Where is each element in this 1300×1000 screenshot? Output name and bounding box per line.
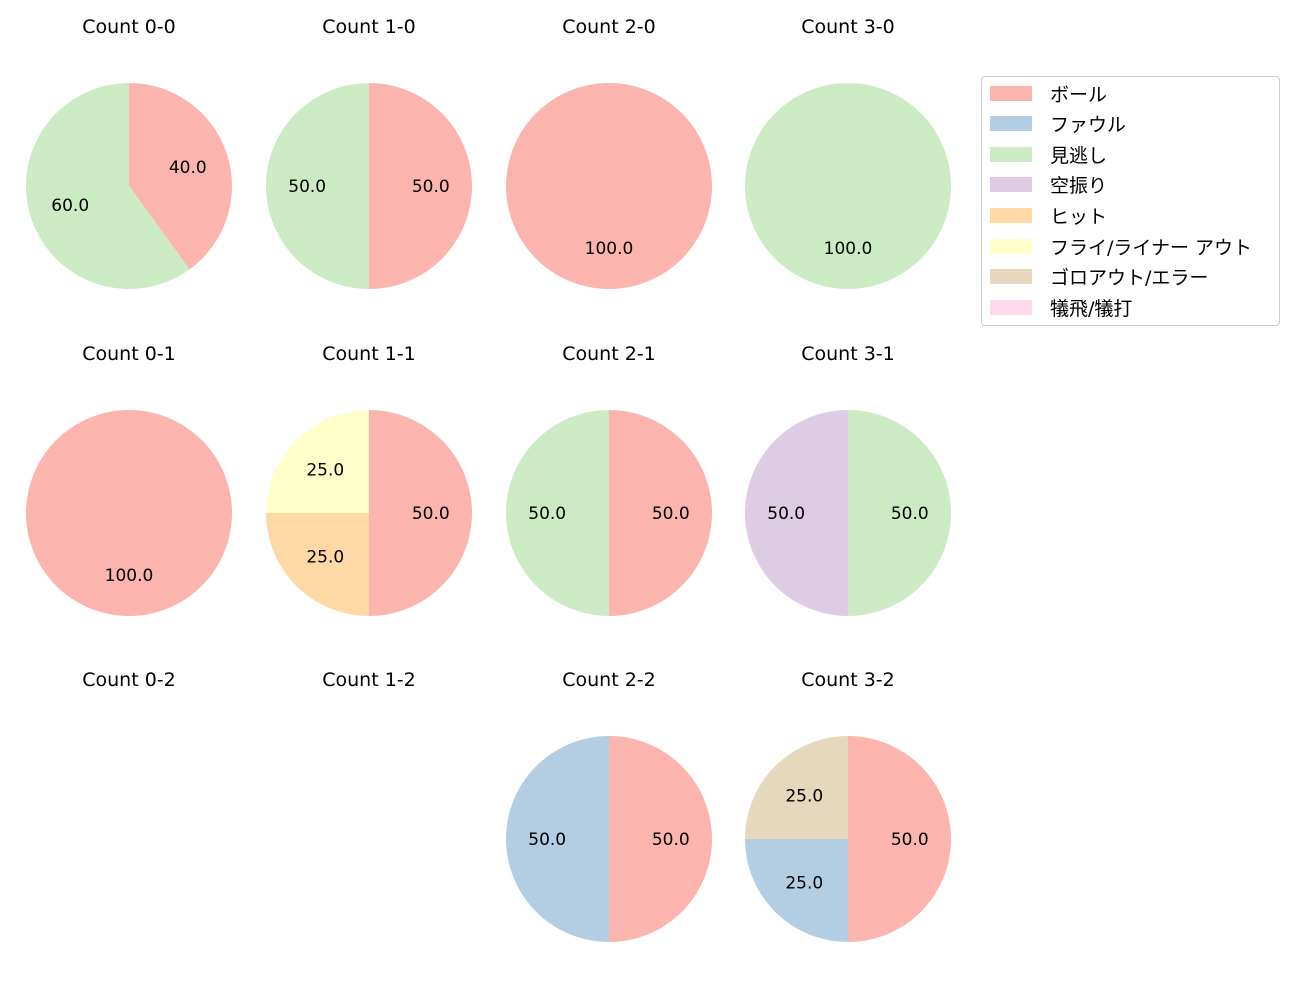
pie-slice-label: 50.0 (412, 504, 450, 524)
pie-slice (506, 410, 609, 616)
pie-slice-label: 50.0 (288, 177, 326, 197)
legend-item: 空振り (990, 173, 1107, 197)
pie-slice-label: 100.0 (105, 566, 154, 586)
pie-slice (506, 736, 609, 942)
pie-title: Count 3-0 (801, 16, 895, 38)
pie-slice (266, 410, 369, 513)
pie-chart: Count 3-2 50.0 25.0 25.0 (728, 653, 968, 979)
pie-title: Count 0-0 (82, 16, 176, 38)
legend-label: フライ/ライナー アウト (1050, 236, 1253, 259)
pie-slice-label: 60.0 (51, 196, 89, 216)
pie-slice (266, 513, 369, 616)
legend-swatch (990, 207, 1032, 223)
pie-chart: Count 0-2 (9, 653, 249, 979)
pie-title: Count 1-2 (322, 669, 416, 691)
pie-slice (609, 410, 712, 616)
legend-label: 空振り (1050, 175, 1108, 198)
legend-label: ゴロアウト/エラー (1050, 267, 1209, 290)
pie-chart: Count 3-0 100.0 (728, 0, 968, 326)
pie-slice-label: 50.0 (412, 177, 450, 197)
legend-swatch (990, 177, 1032, 193)
pie-slice-label: 50.0 (891, 830, 929, 850)
legend: ボールファウル見逃し空振りヒットフライ/ライナー アウト ゴロアウト/エラー 犠飛/… (981, 76, 1280, 326)
pie-slice (848, 736, 951, 942)
pie-slice (506, 83, 712, 289)
pie-title: Count 2-2 (562, 669, 656, 691)
legend-label: ファウル (1050, 114, 1127, 137)
legend-swatch (990, 238, 1032, 254)
pie-slice (266, 83, 369, 289)
legend-swatch (990, 269, 1032, 285)
legend-swatch (990, 299, 1032, 315)
pie-title: Count 3-1 (801, 343, 895, 365)
legend-label: ヒット (1050, 205, 1108, 228)
pie-slice (745, 736, 848, 839)
legend-label: 犠飛/犠打 (1050, 297, 1133, 320)
pie-slice-label: 25.0 (306, 548, 344, 568)
pie-slice (609, 736, 712, 942)
pie-slice (745, 839, 848, 942)
pie-title: Count 2-0 (562, 16, 656, 38)
pie-slice (25, 83, 190, 289)
legend-swatch (990, 146, 1032, 162)
pie-title: Count 2-1 (562, 343, 656, 365)
pie-slice-label: 40.0 (169, 158, 207, 178)
pie-slice-label: 100.0 (824, 239, 873, 259)
pie-chart: Count 0-0 40.0 60.0 (9, 0, 249, 326)
pie-slice-label: 25.0 (785, 786, 823, 806)
pie-title: Count 3-2 (801, 669, 895, 691)
pie-chart: Count 2-0 100.0 (489, 0, 729, 326)
legend-item: 犠飛/犠打 (990, 295, 1133, 320)
pie-slice (26, 410, 232, 616)
pie-slice (848, 410, 951, 616)
pie-slice-label: 50.0 (652, 830, 690, 850)
legend-item: フライ/ライナー アウト (990, 234, 1253, 259)
pie-slice (129, 83, 232, 270)
pie-chart: Count 0-1 100.0 (9, 327, 249, 653)
pie-slice-label: 50.0 (767, 504, 805, 524)
pie-slice (369, 83, 472, 289)
pie-chart: Count 2-2 50.0 50.0 (489, 653, 729, 979)
pie-slice (745, 410, 848, 616)
pie-slice-label: 50.0 (891, 504, 929, 524)
legend-swatch (990, 116, 1032, 132)
legend-item: 見逃し (990, 142, 1108, 167)
pie-chart: Count 3-1 50.0 50.0 (728, 327, 968, 653)
pie-slice-label: 50.0 (528, 830, 566, 850)
pie-chart: Count 1-0 50.0 50.0 (249, 0, 489, 326)
legend-label: ボール (1050, 83, 1108, 106)
pie-chart: Count 1-1 50.0 25.0 25.0 (249, 327, 489, 653)
pie-slice-label: 50.0 (652, 504, 690, 524)
pie-title: Count 1-0 (322, 16, 416, 38)
pie-slice-label: 50.0 (528, 504, 566, 524)
pie-slice (369, 410, 472, 616)
legend-item: ヒット (990, 203, 1108, 228)
pie-slice-label: 25.0 (785, 874, 823, 894)
pie-slice-label: 100.0 (585, 239, 634, 259)
pie-title: Count 1-1 (322, 343, 416, 365)
pie-title: Count 0-1 (82, 343, 176, 365)
legend-item: ファウル (990, 112, 1126, 136)
legend-label: 見逃し (1050, 144, 1108, 167)
pie-slice (745, 83, 951, 289)
pie-chart: Count 2-1 50.0 50.0 (489, 327, 729, 653)
pie-slice-label: 25.0 (306, 460, 344, 480)
pie-chart: Count 1-2 (249, 653, 489, 979)
legend-item: ボール (990, 81, 1108, 106)
legend-item: ゴロアウト/エラー (990, 265, 1208, 289)
legend-swatch (990, 85, 1032, 101)
pie-title: Count 0-2 (82, 669, 176, 691)
